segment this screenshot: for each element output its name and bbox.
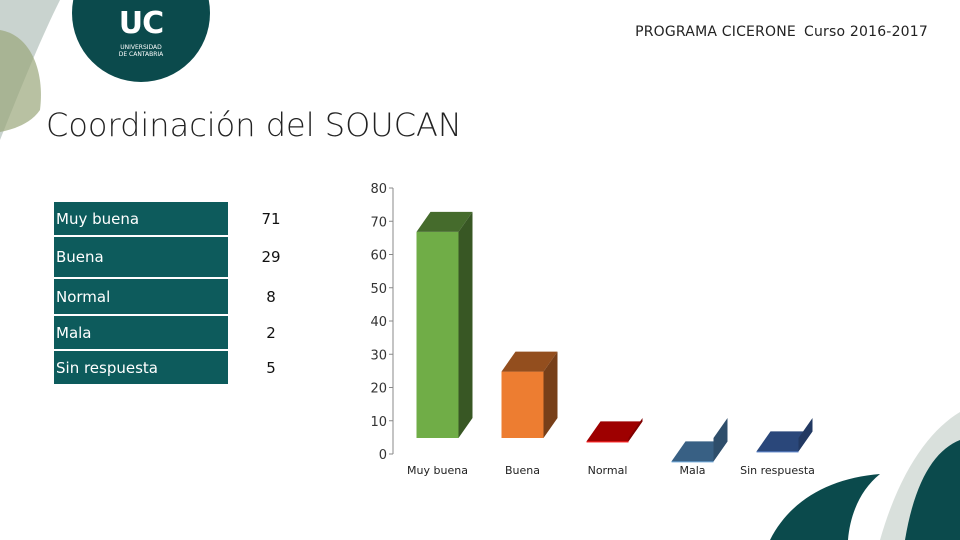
program-name: PROGRAMA CICERONE bbox=[635, 24, 796, 40]
row-label: Muy buena bbox=[54, 202, 228, 237]
bar-side bbox=[628, 418, 643, 442]
y-tick-label: 60 bbox=[370, 249, 387, 264]
table-row: Muy buena 71 bbox=[54, 202, 314, 237]
row-label: Mala bbox=[54, 316, 228, 351]
x-category-label: Buena bbox=[505, 464, 540, 477]
x-category-label: Mala bbox=[679, 464, 705, 477]
row-label: Buena bbox=[54, 237, 228, 279]
logo-subtitle: UNIVERSIDAD DE CANTABRIA bbox=[118, 44, 164, 58]
row-label: Sin respuesta bbox=[54, 351, 228, 386]
bar-front bbox=[756, 451, 799, 453]
x-category-label: Normal bbox=[588, 464, 628, 477]
bar-front bbox=[416, 231, 459, 438]
y-tick-label: 20 bbox=[370, 382, 387, 397]
bar-side bbox=[798, 418, 813, 452]
x-category-label: Muy buena bbox=[407, 464, 468, 477]
bar-side bbox=[713, 418, 728, 462]
header-text: PROGRAMA CICERONE Curso 2016-2017 bbox=[635, 24, 928, 40]
x-category-label: Sin respuesta bbox=[740, 464, 815, 477]
bar-side bbox=[543, 351, 558, 438]
table-row: Mala 2 bbox=[54, 316, 314, 351]
course-year: Curso 2016-2017 bbox=[803, 24, 928, 40]
page-title: Coordinación del SOUCAN bbox=[46, 106, 462, 144]
row-value: 71 bbox=[228, 202, 314, 237]
bar-front bbox=[586, 441, 629, 443]
y-tick-label: 70 bbox=[370, 215, 387, 230]
y-tick-label: 10 bbox=[370, 415, 387, 430]
table-row: Sin respuesta 5 bbox=[54, 351, 314, 386]
y-tick-label: 80 bbox=[370, 182, 387, 197]
row-value: 8 bbox=[228, 279, 314, 316]
row-value: 29 bbox=[228, 237, 314, 279]
table-row: Buena 29 bbox=[54, 237, 314, 279]
row-value: 2 bbox=[228, 316, 314, 351]
row-label: Normal bbox=[54, 279, 228, 316]
bar-top bbox=[416, 211, 473, 232]
bar-front bbox=[501, 371, 544, 438]
results-table: Muy buena 71 Buena 29 Normal 8 Mala 2 Si… bbox=[54, 202, 314, 386]
y-tick-label: 50 bbox=[370, 282, 387, 297]
y-tick-label: 40 bbox=[370, 315, 387, 330]
bar-top bbox=[586, 421, 643, 442]
y-tick-label: 0 bbox=[379, 448, 387, 463]
bar-front bbox=[671, 461, 714, 463]
row-value: 5 bbox=[228, 351, 314, 386]
y-tick-label: 30 bbox=[370, 348, 387, 363]
bar-side bbox=[458, 211, 473, 438]
logo-text: UC bbox=[118, 6, 164, 41]
bar-top bbox=[501, 351, 558, 372]
table-row: Normal 8 bbox=[54, 279, 314, 316]
